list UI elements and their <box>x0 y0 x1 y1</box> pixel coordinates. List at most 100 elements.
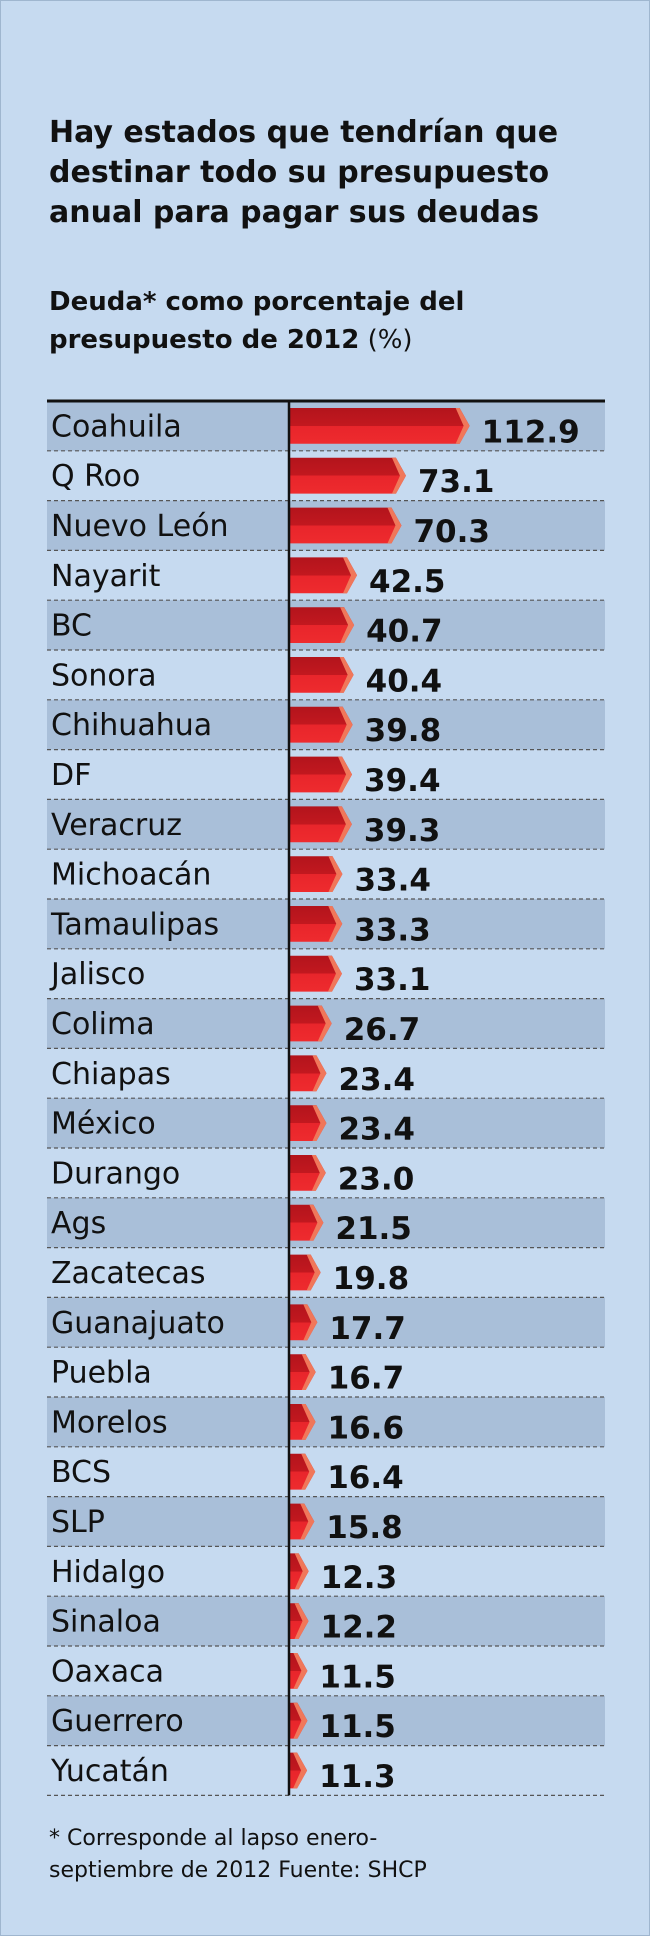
bar-tip <box>391 457 406 494</box>
bar-tip <box>343 557 357 594</box>
category-label: BC <box>51 609 92 644</box>
value-label: 70.3 <box>413 514 490 550</box>
category-label: Hidalgo <box>51 1555 165 1590</box>
value-label: 39.3 <box>364 813 441 849</box>
chart-title: Hay estados que tendrían que destinar to… <box>49 115 559 230</box>
row-band <box>47 1496 605 1547</box>
bar-tip <box>293 1752 308 1789</box>
category-label: Michoacán <box>51 858 211 893</box>
bar-tip <box>328 906 343 942</box>
bar-tip <box>300 1503 315 1540</box>
value-label: 15.8 <box>326 1510 403 1546</box>
bar <box>289 657 354 693</box>
category-label: Morelos <box>51 1405 168 1440</box>
bar-tip <box>387 507 402 544</box>
row-band <box>47 1596 605 1646</box>
value-label: 12.3 <box>321 1560 398 1596</box>
bar-tip <box>301 1404 316 1440</box>
bar-tip <box>301 1453 316 1490</box>
bar <box>289 756 353 793</box>
value-label: 33.4 <box>354 863 431 899</box>
bar <box>289 955 342 992</box>
bar <box>289 1553 309 1590</box>
bar-tip <box>338 706 353 743</box>
bar-tip <box>293 1653 308 1689</box>
value-label: 19.8 <box>333 1261 410 1297</box>
bar-tip <box>306 1254 321 1291</box>
bar <box>289 806 352 843</box>
value-label: 11.3 <box>319 1759 396 1795</box>
value-label: 12.2 <box>321 1610 398 1646</box>
value-label: 26.7 <box>344 1012 421 1048</box>
bar-tip <box>339 657 354 693</box>
category-label: Durango <box>51 1156 180 1191</box>
footnote: * Corresponde al lapso enero-septiembre … <box>49 1826 427 1883</box>
category-label: Coahuila <box>51 409 182 444</box>
bar <box>289 607 355 643</box>
category-label: Chiapas <box>51 1057 171 1092</box>
value-label: 33.1 <box>354 962 431 998</box>
category-label: BCS <box>51 1455 111 1490</box>
unit: (%) <box>367 325 413 355</box>
category-label: DF <box>51 758 91 793</box>
category-label: Nayarit <box>51 559 161 594</box>
category-label: Puebla <box>51 1356 152 1391</box>
bar-tip <box>301 1354 316 1390</box>
bar <box>289 557 357 594</box>
bar <box>289 1752 308 1789</box>
value-label: 112.9 <box>482 414 580 450</box>
category-label: Guanajuato <box>51 1306 225 1341</box>
value-label: 40.4 <box>366 663 443 699</box>
bar-tip <box>338 756 353 793</box>
category-label: Nuevo León <box>51 509 229 544</box>
category-label: Yucatán <box>50 1754 169 1789</box>
bar-tip <box>455 408 470 444</box>
bar-tip <box>293 1702 308 1739</box>
row-band <box>47 1197 605 1248</box>
category-label: Jalisco <box>49 957 145 992</box>
category-label: Oaxaca <box>51 1654 164 1689</box>
bar-tip <box>294 1553 309 1590</box>
bar-tip <box>312 1055 327 1092</box>
category-label: Ags <box>51 1206 106 1241</box>
bar <box>289 906 343 942</box>
bar-tip <box>311 1155 326 1191</box>
bar <box>289 856 343 892</box>
value-label: 11.5 <box>319 1709 396 1745</box>
category-label: Sonora <box>51 658 156 693</box>
value-label: 42.5 <box>369 564 446 600</box>
bar <box>289 1005 332 1042</box>
bar <box>289 1653 308 1689</box>
bar <box>289 408 470 444</box>
bar-tip <box>337 806 352 843</box>
bar-tip <box>340 607 355 643</box>
subtitle-block: Deuda* como porcentaje del presupuesto d… <box>49 283 569 359</box>
value-label: 23.4 <box>338 1062 415 1098</box>
value-label: 16.4 <box>327 1460 404 1496</box>
row-band <box>47 1297 605 1348</box>
bar-tip <box>327 955 342 992</box>
bar <box>289 1603 309 1639</box>
category-label: México <box>51 1107 156 1142</box>
value-label: 73.1 <box>418 464 495 500</box>
bar-tip <box>309 1204 324 1241</box>
row-band <box>47 1695 605 1746</box>
category-label: Q Roo <box>51 459 140 494</box>
category-label: Guerrero <box>51 1704 184 1739</box>
value-label: 21.5 <box>335 1211 412 1247</box>
bar-tip <box>328 856 343 892</box>
bar-tip <box>294 1603 309 1639</box>
value-label: 39.8 <box>365 713 442 749</box>
bar-tip <box>317 1005 332 1042</box>
category-label: Veracruz <box>51 808 182 843</box>
value-label: 16.6 <box>328 1410 405 1446</box>
category-label: Colima <box>51 1007 155 1042</box>
category-label: Tamaulipas <box>50 907 219 942</box>
category-label: Chihuahua <box>51 708 212 743</box>
bar-tip <box>303 1304 318 1341</box>
category-label: Sinaloa <box>51 1605 161 1640</box>
value-label: 23.0 <box>338 1161 415 1197</box>
bar <box>289 507 402 544</box>
